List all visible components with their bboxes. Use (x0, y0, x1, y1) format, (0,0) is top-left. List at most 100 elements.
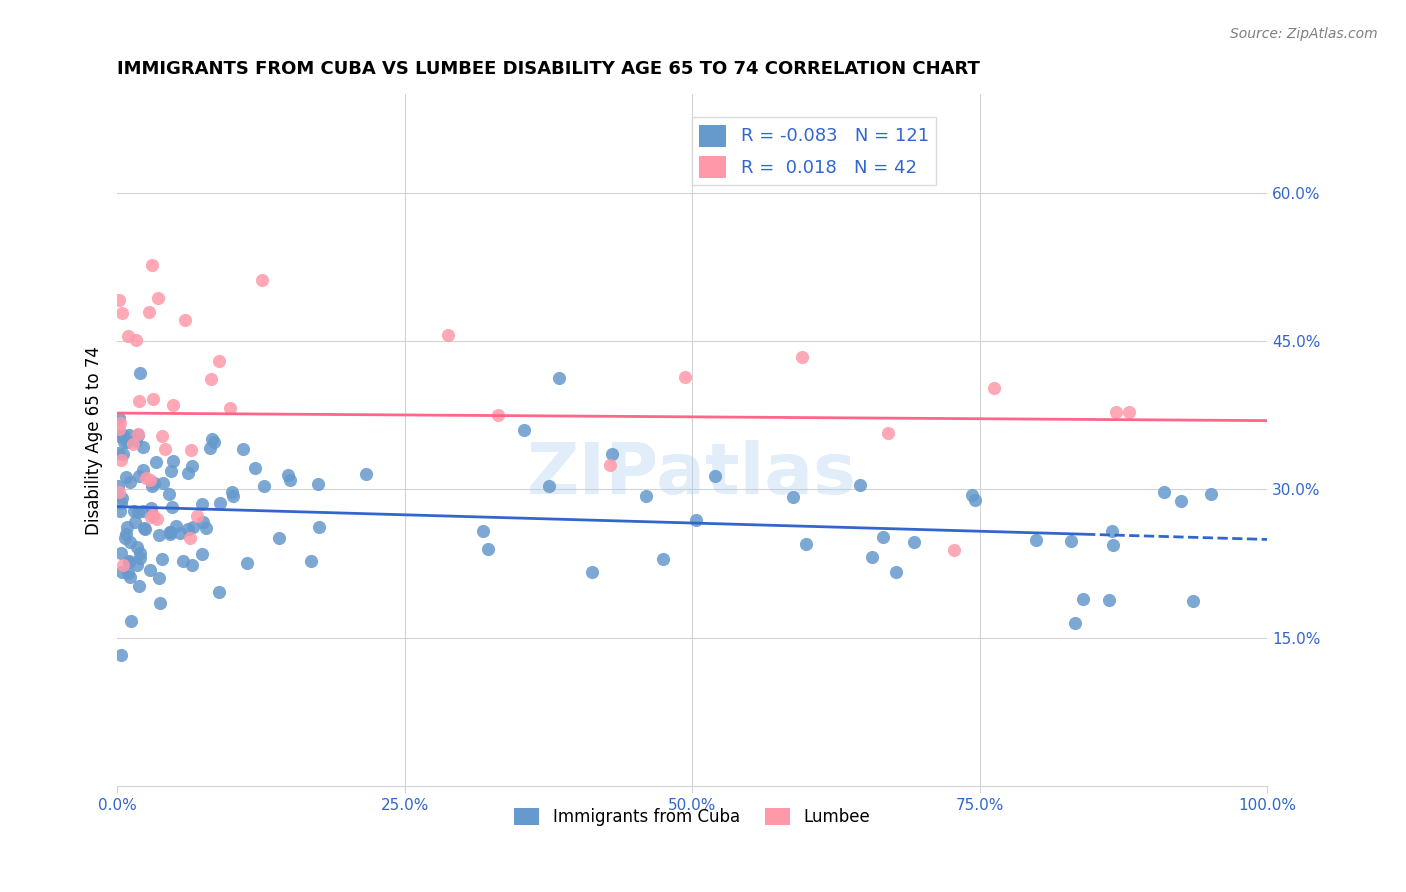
Point (356, 467, 378, 481)
Point (1105, 405, 1128, 419)
Point (141, 479, 163, 493)
Point (1170, 494, 1192, 508)
Point (960, 488, 983, 502)
Point (127, 428, 149, 442)
Point (110, 496, 132, 510)
Point (139, 474, 162, 488)
Point (125, 333, 148, 347)
Point (1071, 591, 1094, 606)
Point (277, 467, 299, 482)
Point (307, 477, 329, 491)
Point (267, 531, 290, 545)
Point (115, 519, 138, 533)
Point (118, 570, 141, 584)
Point (118, 475, 141, 490)
Point (180, 442, 202, 457)
Point (148, 571, 170, 585)
Point (139, 500, 162, 515)
Point (128, 394, 150, 409)
Point (1181, 594, 1204, 608)
Point (134, 522, 156, 536)
Point (165, 518, 187, 533)
Point (218, 401, 240, 416)
Point (191, 516, 214, 530)
Point (1059, 534, 1081, 549)
Point (118, 535, 141, 549)
Point (191, 548, 214, 562)
Point (149, 596, 172, 610)
Point (782, 490, 804, 504)
Point (538, 479, 561, 493)
Point (114, 527, 136, 541)
Point (112, 558, 135, 573)
Point (128, 579, 150, 593)
Point (437, 328, 460, 343)
Point (145, 455, 167, 469)
Point (115, 470, 138, 484)
Point (308, 520, 330, 534)
Point (177, 466, 200, 480)
Point (124, 503, 146, 517)
Point (222, 489, 245, 503)
Point (142, 475, 165, 490)
Point (232, 442, 254, 457)
Point (110, 546, 132, 560)
Point (121, 436, 143, 450)
Point (157, 487, 180, 501)
Point (108, 417, 131, 431)
Point (111, 306, 134, 320)
Point (876, 426, 898, 441)
Point (886, 566, 908, 580)
Point (159, 527, 181, 541)
Point (127, 427, 149, 442)
Point (118, 555, 141, 569)
Point (108, 429, 131, 443)
Point (115, 434, 138, 449)
Point (125, 540, 148, 554)
Point (245, 461, 267, 475)
Point (110, 452, 132, 467)
Point (124, 516, 146, 530)
Point (110, 648, 132, 662)
Point (117, 566, 139, 581)
Point (1118, 405, 1140, 419)
Point (173, 313, 195, 327)
Point (169, 525, 191, 540)
Point (872, 530, 894, 544)
Point (235, 557, 257, 571)
Point (471, 524, 494, 538)
Text: IMMIGRANTS FROM CUBA VS LUMBEE DISABILITY AGE 65 TO 74 CORRELATION CHART: IMMIGRANTS FROM CUBA VS LUMBEE DISABILIT… (117, 60, 980, 78)
Point (108, 504, 131, 518)
Point (111, 447, 134, 461)
Point (704, 469, 727, 483)
Point (110, 565, 132, 579)
Point (208, 354, 231, 368)
Point (159, 525, 181, 540)
Point (547, 371, 569, 385)
Point (131, 440, 153, 454)
Point (160, 500, 183, 514)
Text: ZIPatlas: ZIPatlas (527, 440, 858, 509)
Point (138, 305, 160, 319)
Point (150, 429, 173, 443)
Point (118, 553, 141, 567)
Point (477, 541, 499, 556)
Point (111, 491, 134, 506)
Point (1101, 524, 1123, 538)
Point (208, 495, 231, 509)
Point (208, 585, 231, 599)
Point (790, 350, 813, 364)
Point (179, 531, 201, 545)
Point (963, 493, 986, 508)
Point (129, 551, 152, 566)
Point (1199, 487, 1222, 501)
Point (118, 427, 141, 442)
Point (162, 398, 184, 412)
Point (172, 554, 194, 568)
Point (138, 563, 160, 577)
Point (253, 479, 276, 493)
Point (134, 521, 156, 535)
Point (200, 372, 222, 386)
Point (141, 509, 163, 524)
Point (602, 447, 624, 461)
